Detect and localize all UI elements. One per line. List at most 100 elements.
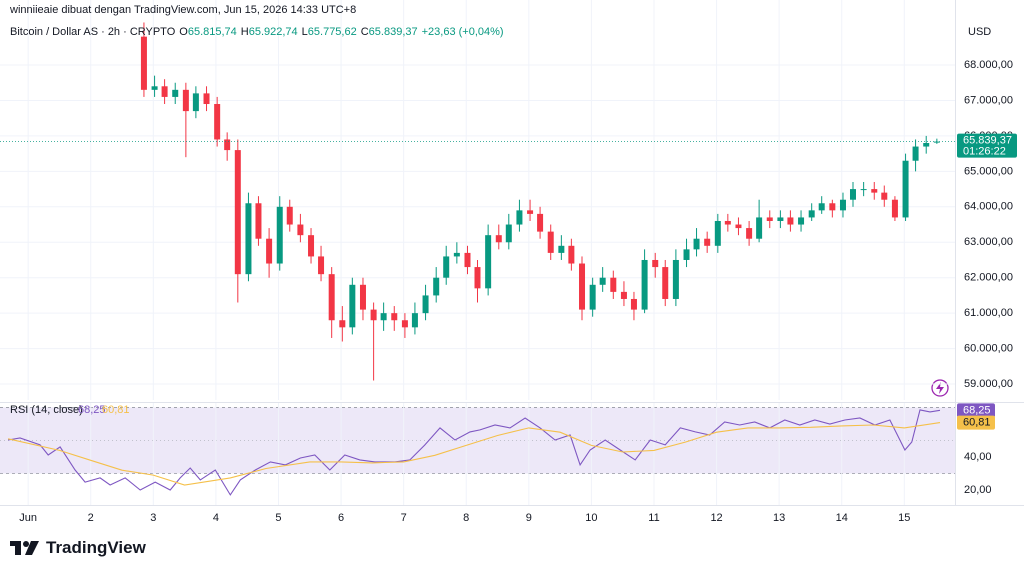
rsi-title: RSI (14, close) xyxy=(10,404,83,416)
y-tick-label: 68.000,00 xyxy=(964,59,1013,71)
candle-body xyxy=(662,267,669,299)
candle-body xyxy=(923,143,930,147)
price-unit: USD xyxy=(968,26,991,38)
change: +23,63 (+0,04%) xyxy=(421,26,504,38)
candle-body xyxy=(286,206,293,225)
candle-body xyxy=(829,203,836,211)
rsi-pill-label: 60,81 xyxy=(963,417,991,429)
candle-body xyxy=(266,238,273,264)
candle-body xyxy=(589,284,596,310)
candle-body xyxy=(881,192,888,200)
candle-body xyxy=(746,228,753,239)
candle-body xyxy=(798,217,805,225)
rsi-tick-label: 40,00 xyxy=(964,451,992,463)
candle-body xyxy=(683,249,690,260)
y-tick-label: 59.000,00 xyxy=(964,378,1013,390)
candle-body xyxy=(599,277,606,285)
candle-body xyxy=(380,313,387,321)
candle-body xyxy=(151,86,158,90)
y-tick-label: 63.000,00 xyxy=(964,236,1013,248)
candle-body xyxy=(172,89,179,97)
x-tick-label: 4 xyxy=(213,512,219,524)
ohlc-value: 65.815,74 xyxy=(187,26,237,38)
candle-body xyxy=(401,320,408,328)
candle-body xyxy=(641,259,648,310)
candle-body xyxy=(891,199,898,218)
candle-body xyxy=(704,238,711,246)
x-tick-label: 13 xyxy=(773,512,785,524)
y-tick-label: 65.000,00 xyxy=(964,165,1013,177)
candle-body xyxy=(818,203,825,211)
x-tick-label: 2 xyxy=(88,512,94,524)
candle-body xyxy=(808,210,815,218)
countdown: 01:26:22 xyxy=(963,146,1006,158)
candle-body xyxy=(724,220,731,225)
candle-body xyxy=(693,238,700,250)
candle-body xyxy=(422,295,429,314)
rsi-pill-label: 68,25 xyxy=(963,404,991,416)
footer: TradingView xyxy=(10,538,146,558)
ohlc-item: H65.922,74 xyxy=(241,26,298,38)
ohlc-value: 65.775,62 xyxy=(307,26,357,38)
x-tick-label: 6 xyxy=(338,512,344,524)
ohlc-item: L65.775,62 xyxy=(302,26,357,38)
ohlc-item: C65.839,37 xyxy=(361,26,418,38)
rsi-legend-value: 68,25 xyxy=(78,404,106,416)
rsi-line xyxy=(7,422,941,486)
legend: Bitcoin / Dollar AS · 2h · CRYPTO O65.81… xyxy=(10,26,504,38)
candle-body xyxy=(203,93,210,105)
candle-body xyxy=(308,235,315,257)
candle-body xyxy=(276,206,283,264)
candle-body xyxy=(433,277,440,296)
candle-body xyxy=(620,291,627,299)
candle-body xyxy=(787,217,794,225)
last-price-pill xyxy=(957,133,1017,158)
candle-body xyxy=(140,36,147,90)
candle-body xyxy=(547,231,554,253)
candle-body xyxy=(933,141,940,143)
candle-body xyxy=(443,256,450,278)
ohlc-value: 65.922,74 xyxy=(248,26,298,38)
x-tick-label: 14 xyxy=(836,512,848,524)
candle-body xyxy=(912,146,919,161)
candle-body xyxy=(756,217,763,239)
candle-body xyxy=(558,245,565,253)
candle-body xyxy=(902,160,909,218)
ohlc-key: L xyxy=(301,26,308,38)
rsi-pill xyxy=(957,415,995,430)
candle-body xyxy=(192,93,199,112)
rsi-pill xyxy=(957,403,995,418)
x-tick-label: Jun xyxy=(19,512,37,524)
y-tick-label: 64.000,00 xyxy=(964,201,1013,213)
candle-body xyxy=(610,277,617,292)
y-tick-label: 61.000,00 xyxy=(964,307,1013,319)
ohlc-key: O xyxy=(179,26,188,38)
x-tick-label: 3 xyxy=(150,512,156,524)
candle-body xyxy=(255,203,262,239)
candle-body xyxy=(339,320,346,328)
header: winniieaie dibuat dengan TradingView.com… xyxy=(10,4,357,16)
x-tick-label: 15 xyxy=(898,512,910,524)
candle-body xyxy=(505,224,512,243)
candle-body xyxy=(495,235,502,243)
x-tick-label: 9 xyxy=(526,512,532,524)
candle-body xyxy=(735,224,742,229)
alert-icon[interactable] xyxy=(931,379,949,397)
candle-body xyxy=(411,313,418,328)
candle-body xyxy=(527,210,534,214)
candle-body xyxy=(370,309,377,321)
candle-body xyxy=(871,189,878,193)
candle-body xyxy=(839,199,846,211)
brand: TradingView xyxy=(46,538,146,557)
candle-body xyxy=(485,235,492,289)
candle-body xyxy=(777,217,784,221)
x-tick-label: 10 xyxy=(585,512,597,524)
ohlc-key: C xyxy=(360,26,369,38)
candle-body xyxy=(391,313,398,321)
candle-body xyxy=(214,104,221,140)
candle-body xyxy=(672,259,679,299)
ohlc-item: O65.815,74 xyxy=(179,26,237,38)
candle-body xyxy=(714,220,721,246)
